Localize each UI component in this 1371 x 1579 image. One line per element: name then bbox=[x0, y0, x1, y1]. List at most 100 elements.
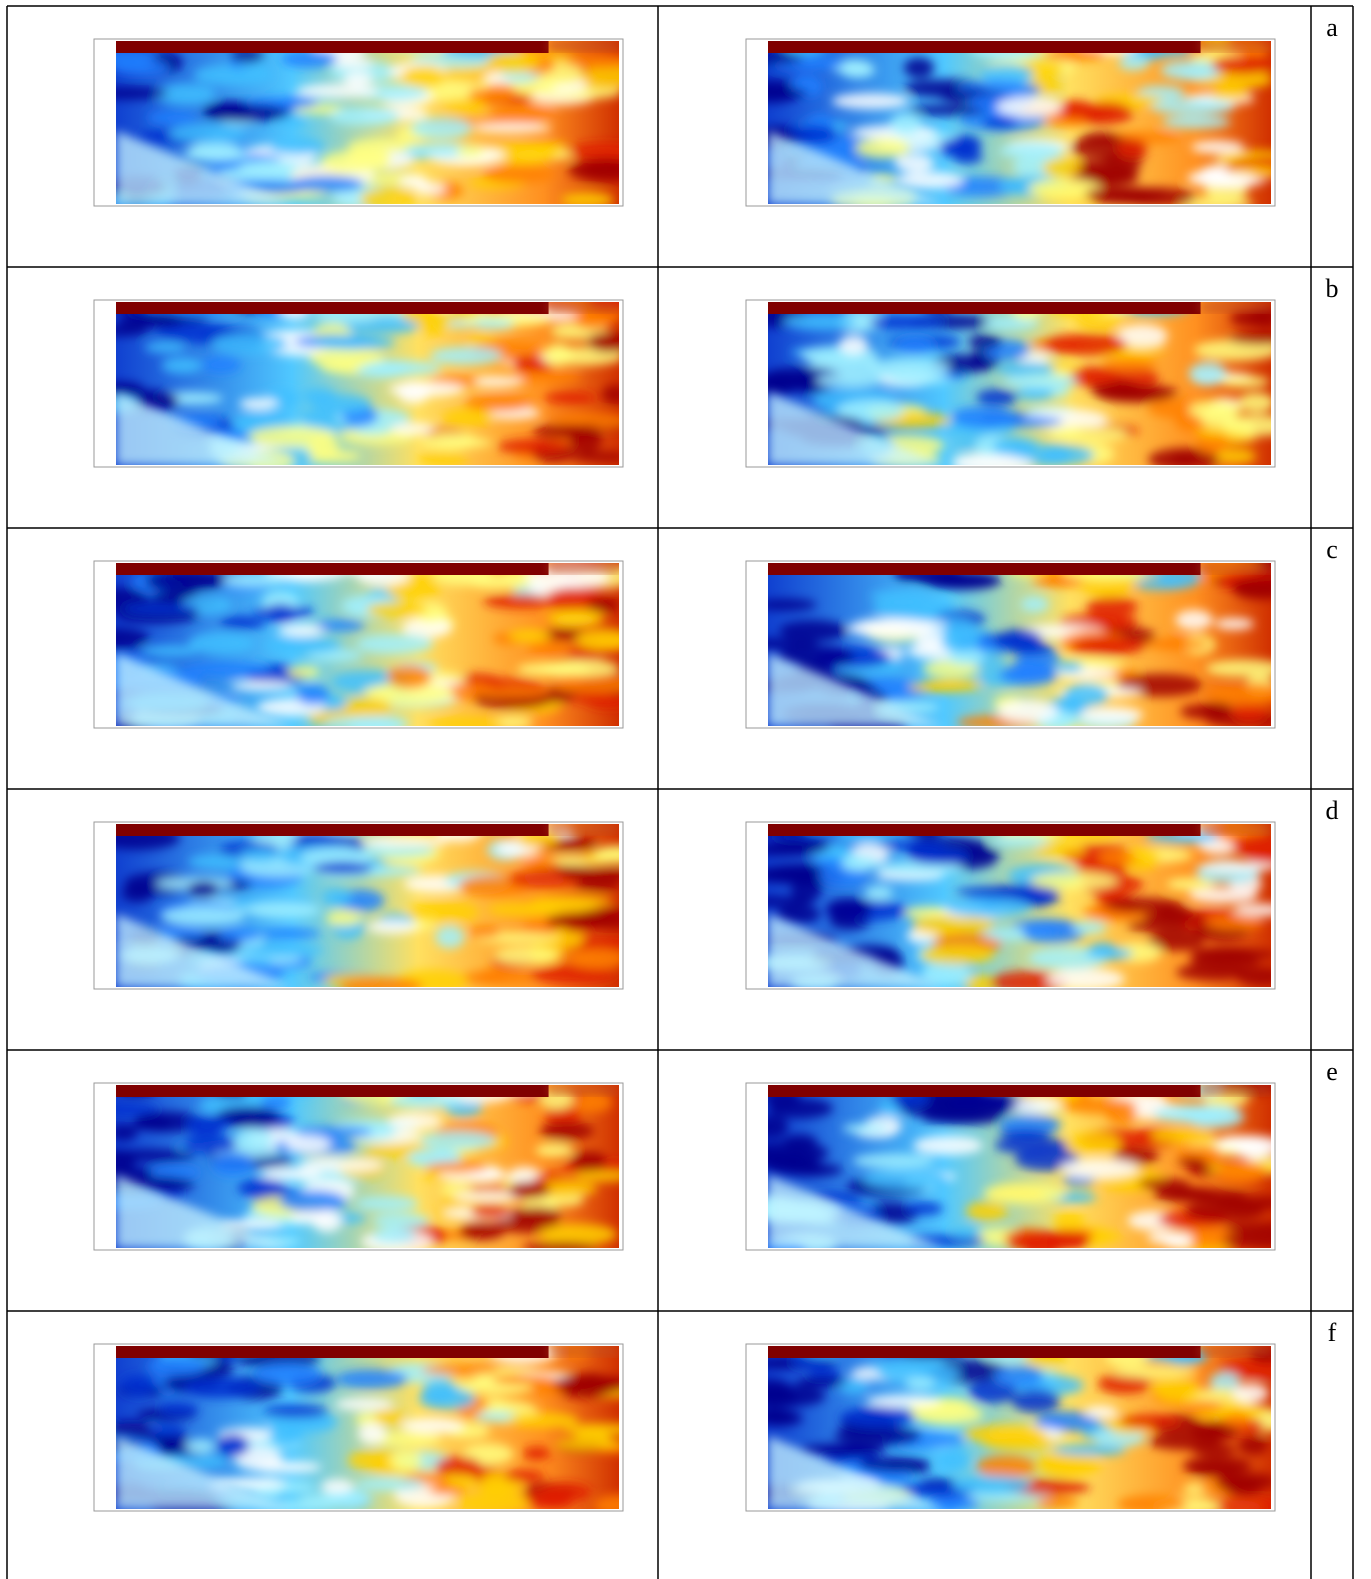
heat-blob bbox=[435, 1456, 483, 1478]
heat-blob bbox=[418, 313, 449, 336]
heat-blob bbox=[1101, 357, 1159, 371]
heat-blob bbox=[800, 345, 879, 366]
heat-blob bbox=[554, 1437, 619, 1451]
heat-blob bbox=[188, 854, 244, 869]
heat-blob bbox=[401, 1417, 465, 1434]
heat-blob bbox=[768, 87, 809, 99]
heatmap bbox=[116, 563, 619, 726]
heat-blob bbox=[894, 153, 935, 173]
heat-blob bbox=[374, 1409, 406, 1426]
heat-blob bbox=[355, 1477, 425, 1492]
heat-blob bbox=[429, 346, 503, 366]
heat-blob bbox=[539, 1121, 594, 1141]
heat-blob bbox=[1138, 1177, 1190, 1190]
heat-blob bbox=[944, 897, 1032, 918]
heat-blob bbox=[980, 64, 1034, 84]
heat-blob bbox=[116, 627, 150, 649]
heat-blob bbox=[790, 880, 822, 902]
heat-blob bbox=[776, 904, 821, 924]
heat-blob bbox=[315, 619, 366, 632]
heat-blob bbox=[147, 1356, 206, 1377]
heat-blob bbox=[415, 181, 446, 196]
heat-blob bbox=[140, 645, 199, 657]
heat-blob bbox=[1152, 1185, 1218, 1203]
top-strip bbox=[768, 1085, 1201, 1097]
heat-blob bbox=[474, 1411, 520, 1422]
heat-blob bbox=[818, 866, 869, 887]
heat-blob bbox=[260, 1167, 322, 1181]
heat-blob bbox=[1184, 1199, 1266, 1222]
heatmap bbox=[768, 1346, 1271, 1509]
heatmap-panel bbox=[93, 38, 624, 207]
heat-blob bbox=[826, 897, 872, 921]
heat-blob bbox=[840, 854, 879, 872]
heat-blob bbox=[120, 1374, 157, 1397]
heat-blob bbox=[1231, 703, 1268, 722]
heat-blob bbox=[150, 1166, 201, 1179]
heat-blob bbox=[940, 629, 981, 654]
heat-blob bbox=[313, 861, 373, 875]
heat-blob bbox=[215, 1106, 281, 1128]
heat-blob bbox=[168, 123, 247, 143]
heat-blob bbox=[508, 629, 552, 643]
top-strip-edge bbox=[1200, 824, 1271, 834]
heat-blob bbox=[939, 1447, 969, 1472]
heat-blob bbox=[955, 886, 1038, 899]
heat-blob bbox=[867, 357, 950, 380]
heat-blob bbox=[993, 1365, 1044, 1387]
heat-blob bbox=[1205, 916, 1264, 930]
heat-blob bbox=[779, 620, 849, 642]
heat-blob bbox=[298, 1157, 384, 1173]
heat-blob bbox=[1028, 178, 1102, 200]
heat-blob bbox=[1198, 861, 1271, 872]
top-strip-edge bbox=[1200, 1085, 1271, 1095]
corner-fade bbox=[116, 652, 293, 726]
heat-blob bbox=[422, 1379, 459, 1403]
heat-blob bbox=[543, 391, 597, 404]
heat-blob bbox=[889, 112, 923, 136]
heat-blob bbox=[983, 1183, 1066, 1204]
heat-blob bbox=[116, 1104, 159, 1116]
heat-blob bbox=[122, 603, 198, 615]
heat-blob bbox=[789, 1355, 830, 1368]
heat-blob bbox=[838, 334, 869, 355]
heat-blob bbox=[230, 680, 293, 692]
top-strip bbox=[116, 824, 549, 836]
heat-blob bbox=[462, 1443, 514, 1465]
heatmap-panel bbox=[93, 821, 624, 990]
top-strip-edge bbox=[548, 563, 619, 573]
heat-blob bbox=[325, 910, 362, 926]
corner-fade bbox=[768, 652, 945, 726]
heat-blob bbox=[768, 1389, 797, 1408]
heat-blob bbox=[1205, 659, 1271, 678]
heat-blob bbox=[435, 925, 465, 949]
heat-blob bbox=[386, 578, 442, 600]
top-strip-edge bbox=[548, 1085, 619, 1095]
heat-blob bbox=[1035, 1410, 1100, 1432]
heat-blob bbox=[1112, 1366, 1199, 1378]
heat-blob bbox=[1087, 942, 1118, 959]
heat-blob bbox=[915, 629, 950, 651]
top-strip-edge bbox=[1200, 563, 1271, 573]
top-strip bbox=[768, 563, 1201, 575]
heat-blob bbox=[263, 1404, 329, 1419]
heat-blob bbox=[951, 405, 1017, 429]
heat-blob bbox=[950, 1227, 983, 1238]
corner-fade bbox=[116, 130, 293, 204]
heat-blob bbox=[441, 98, 486, 114]
heat-blob bbox=[268, 1423, 302, 1447]
corner-fade bbox=[768, 1435, 945, 1509]
heat-blob bbox=[1198, 172, 1257, 186]
heat-blob bbox=[813, 857, 845, 870]
heat-blob bbox=[1143, 639, 1211, 651]
heatmap bbox=[768, 41, 1271, 204]
heat-blob bbox=[201, 356, 241, 374]
top-strip bbox=[116, 1346, 549, 1358]
top-strip-edge bbox=[1200, 41, 1271, 51]
heat-blob bbox=[561, 192, 614, 204]
heat-blob bbox=[406, 901, 480, 923]
heat-blob bbox=[182, 1135, 237, 1154]
heat-blob bbox=[1035, 843, 1086, 856]
heat-blob bbox=[490, 105, 556, 120]
